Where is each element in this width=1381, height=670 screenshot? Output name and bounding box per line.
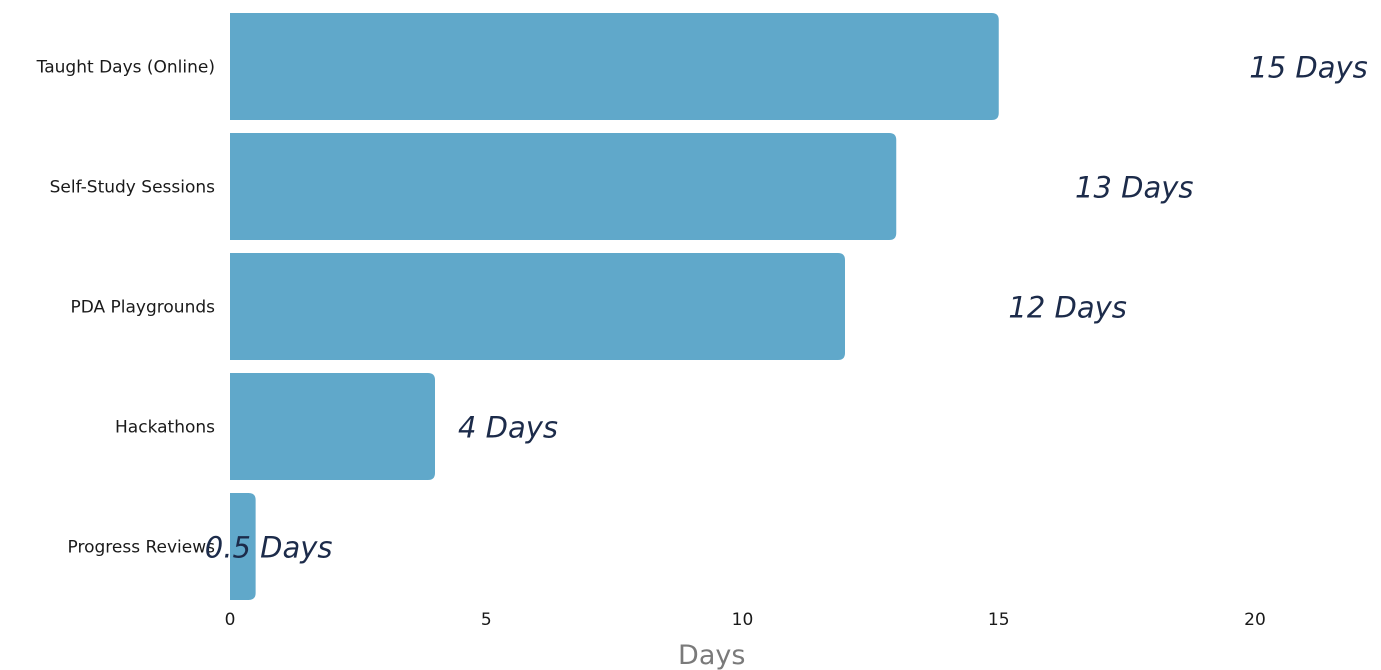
data-label-hackathons: 4 Days <box>458 411 558 445</box>
x-tick-label: 5 <box>481 610 492 630</box>
x-tick-label: 10 <box>732 610 754 630</box>
x-tick-label: 20 <box>1244 610 1266 630</box>
bar-taught-days-online <box>230 13 999 120</box>
x-axis-title: Days <box>678 640 745 670</box>
data-label-progress-reviews: 0.5 Days <box>205 531 333 565</box>
bar-self-study-sessions <box>230 133 897 240</box>
data-label-taught-days-online: 15 Days <box>1249 51 1368 85</box>
data-label-pda-playgrounds: 12 Days <box>1008 291 1127 325</box>
category-label-taught-days-online: Taught Days (Online) <box>36 58 215 78</box>
x-tick-labels-group: 0 5 10 15 20 <box>225 610 1266 630</box>
category-label-progress-reviews: Progress Reviews <box>68 538 216 558</box>
bar-progress-reviews <box>230 493 256 600</box>
category-label-pda-playgrounds: PDA Playgrounds <box>70 298 215 318</box>
bar-pda-playgrounds <box>230 253 845 360</box>
category-label-self-study-sessions: Self-Study Sessions <box>50 178 216 198</box>
x-tick-label: 15 <box>988 610 1010 630</box>
bars-group <box>230 13 999 600</box>
bar-hackathons <box>230 373 435 480</box>
x-tick-label: 0 <box>225 610 236 630</box>
data-label-self-study-sessions: 13 Days <box>1075 171 1194 205</box>
category-label-hackathons: Hackathons <box>115 418 215 438</box>
category-labels-group: Taught Days (Online) Self-Study Sessions P… <box>36 58 215 558</box>
annotations-group: 15 Days 13 Days 12 Days 4 Days 0.5 Days <box>205 51 1368 565</box>
